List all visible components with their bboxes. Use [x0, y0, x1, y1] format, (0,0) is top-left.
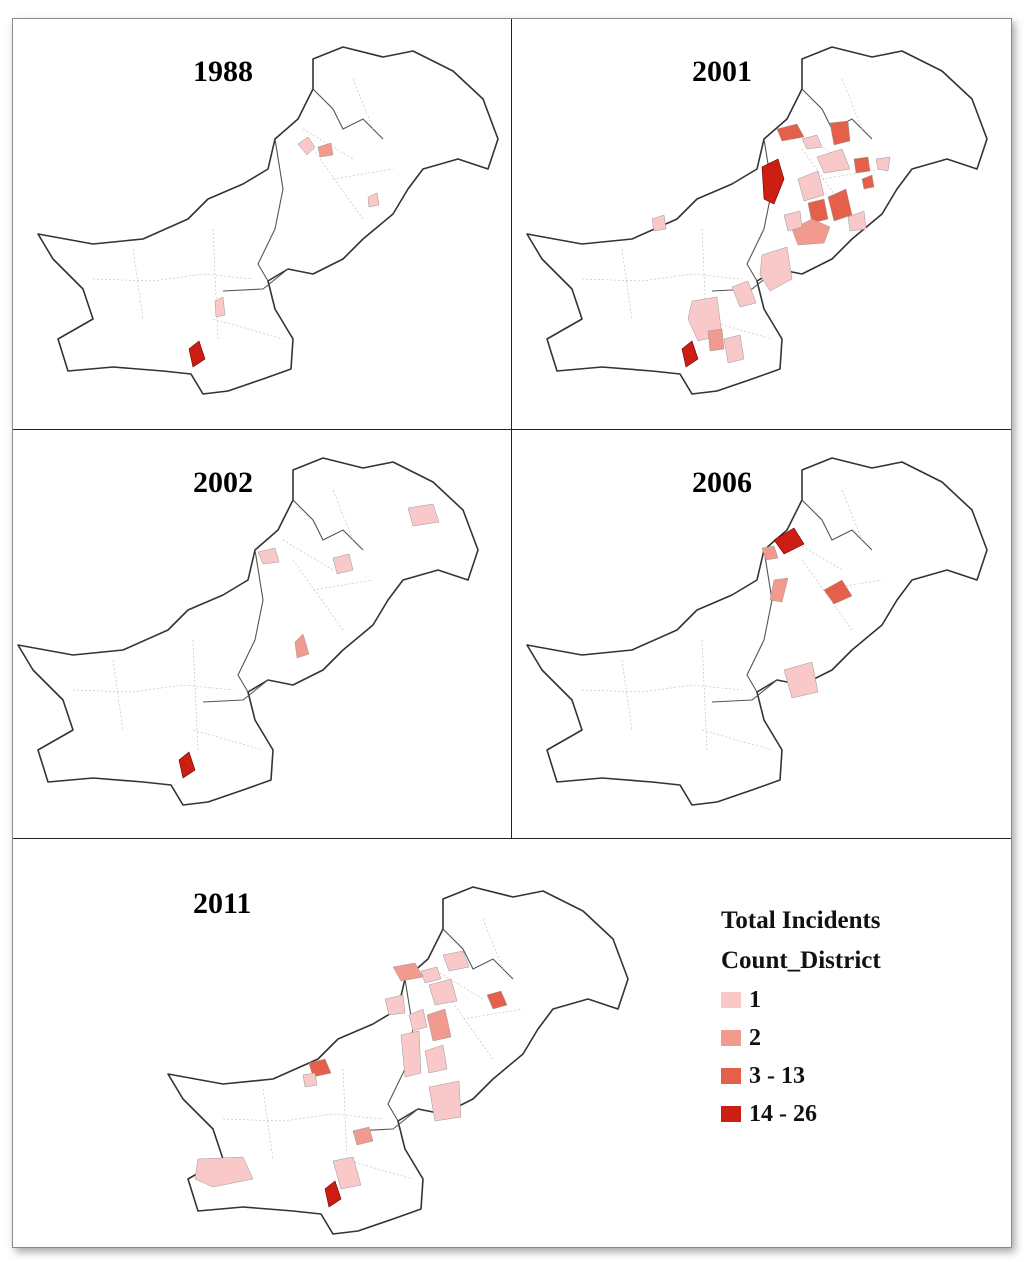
- pakistan-map: [526, 457, 988, 806]
- legend-swatch: [721, 1068, 741, 1084]
- map-legend: Total Incidents Count_District 1 2 3 - 1…: [721, 901, 961, 1133]
- legend-entry: 3 - 13: [721, 1057, 961, 1095]
- pakistan-map: [526, 46, 988, 395]
- legend-entry: 1: [721, 981, 961, 1019]
- legend-swatch: [721, 1106, 741, 1122]
- pakistan-map: [37, 46, 499, 395]
- map-panel-1988: 1988: [13, 19, 512, 430]
- panel-year-label: 2002: [193, 466, 253, 499]
- legend-entry: 2: [721, 1019, 961, 1057]
- panel-year-label: 2006: [692, 466, 752, 499]
- panel-year-label: 1988: [193, 55, 253, 88]
- legend-title-line1: Total Incidents: [721, 907, 881, 934]
- legend-swatch: [721, 1030, 741, 1046]
- figure-frame: 1988 2001: [12, 18, 1012, 1248]
- legend-entry-label: 14 - 26: [749, 1100, 817, 1127]
- panel-year-label: 2011: [193, 887, 252, 920]
- legend-entry: 14 - 26: [721, 1095, 961, 1133]
- legend-title-line2: Count_District: [721, 947, 881, 974]
- legend-entry-label: 2: [749, 1024, 761, 1051]
- map-panel-2011: 2011: [13, 839, 1011, 1247]
- legend-swatch: [721, 992, 741, 1008]
- map-panel-2002: 2002: [13, 430, 512, 839]
- pakistan-map: [167, 886, 629, 1235]
- panel-year-label: 2001: [692, 55, 752, 88]
- legend-entry-label: 3 - 13: [749, 1062, 805, 1089]
- map-panel-2001: 2001: [512, 19, 1011, 430]
- map-panel-2006: 2006: [512, 430, 1011, 839]
- pakistan-map: [17, 457, 479, 806]
- legend-entry-label: 1: [749, 986, 761, 1013]
